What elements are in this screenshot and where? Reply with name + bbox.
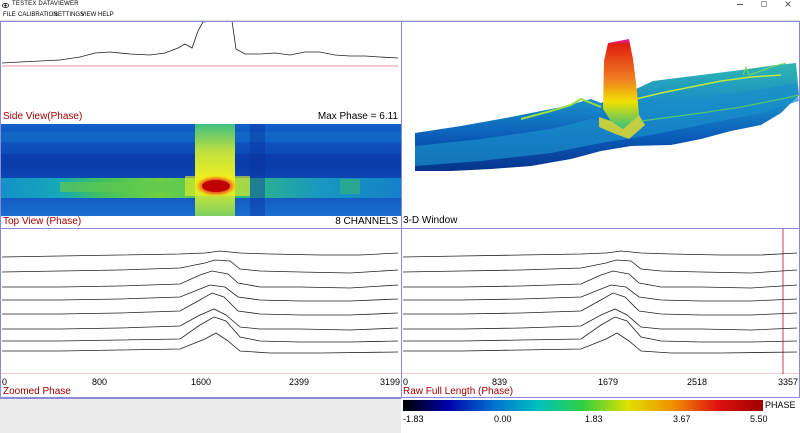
maximize-icon bbox=[761, 1, 767, 7]
right-top-frame bbox=[401, 21, 800, 229]
close-icon bbox=[785, 1, 791, 7]
raw-full-length-pane[interactable]: 0 839 1679 2518 3357 Raw Full Length (Ph… bbox=[401, 229, 800, 397]
zoomed-phase-label: Zoomed Phase bbox=[3, 386, 71, 397]
max-phase-readout: Max Phase = 6.11 bbox=[317, 111, 398, 122]
raw-tick: 839 bbox=[492, 377, 508, 387]
side-view-pane[interactable]: Side View(Phase) Max Phase = 6.11 bbox=[0, 21, 401, 124]
raw-tick: 0 bbox=[403, 377, 409, 387]
colorbar-label: PHASE bbox=[765, 400, 796, 410]
top-view-heatmap bbox=[0, 124, 401, 216]
colorbar-tick: 5.50 bbox=[750, 414, 768, 424]
zoomed-tick: 2399 bbox=[289, 377, 310, 387]
channel-count: 8 CHANNELS bbox=[335, 216, 398, 227]
window-3d-surface bbox=[415, 39, 800, 171]
raw-tick: 3357 bbox=[778, 377, 799, 387]
raw-full-length-label: Raw Full Length (Phase) bbox=[403, 386, 514, 397]
colorbar-tick: -1.83 bbox=[403, 414, 424, 424]
minimize-button[interactable] bbox=[728, 0, 752, 11]
colorbar-tick: 0.00 bbox=[494, 414, 512, 424]
side-view-plot bbox=[1, 21, 399, 67]
top-view-pane[interactable]: Top View (Phase) 8 CHANNELS bbox=[0, 124, 401, 227]
window-title: TESTEX DATAVIEWER bbox=[12, 1, 79, 7]
colorbar-tick: 1.83 bbox=[585, 414, 603, 424]
raw-tick: 1679 bbox=[598, 377, 619, 387]
left-bottom-frame bbox=[0, 228, 402, 398]
menu-bar: FILE CALIBRATION SETTINGS VIEW HELP bbox=[0, 11, 800, 21]
colorbar-tick: 3.67 bbox=[673, 414, 691, 424]
menu-file[interactable]: FILE bbox=[3, 12, 16, 18]
colorbar-legend: PHASE -1.83 0.00 1.83 3.67 5.50 bbox=[401, 398, 800, 433]
zoomed-tick: 800 bbox=[92, 377, 108, 387]
zoomed-tick: 3199 bbox=[380, 377, 401, 387]
zoomed-phase-pane[interactable]: 0 800 1600 2399 3199 Zoomed Phase bbox=[0, 229, 401, 397]
window-3d-pane[interactable]: 3-D Window bbox=[401, 21, 800, 227]
phase-colorbar bbox=[403, 400, 763, 411]
close-button[interactable] bbox=[776, 0, 800, 11]
zoomed-tick: 0 bbox=[2, 377, 8, 387]
right-bottom-frame bbox=[401, 228, 800, 398]
zoomed-tick: 1600 bbox=[191, 377, 212, 387]
menu-help[interactable]: HELP bbox=[98, 12, 114, 18]
side-view-label: Side View(Phase) bbox=[3, 111, 83, 122]
title-bar: TESTEX DATAVIEWER bbox=[0, 0, 800, 11]
window-3d-label: 3-D Window bbox=[403, 215, 458, 226]
top-view-label: Top View (Phase) bbox=[3, 216, 82, 227]
minimize-icon bbox=[737, 4, 743, 5]
raw-tick: 2518 bbox=[687, 377, 708, 387]
status-area bbox=[0, 398, 401, 433]
left-top-frame bbox=[0, 21, 402, 229]
menu-calibration[interactable]: CALIBRATION bbox=[18, 12, 58, 18]
maximize-button[interactable] bbox=[752, 0, 776, 11]
menu-view[interactable]: VIEW bbox=[81, 12, 97, 18]
app-eye-icon bbox=[2, 3, 9, 8]
menu-settings[interactable]: SETTINGS bbox=[54, 12, 85, 18]
